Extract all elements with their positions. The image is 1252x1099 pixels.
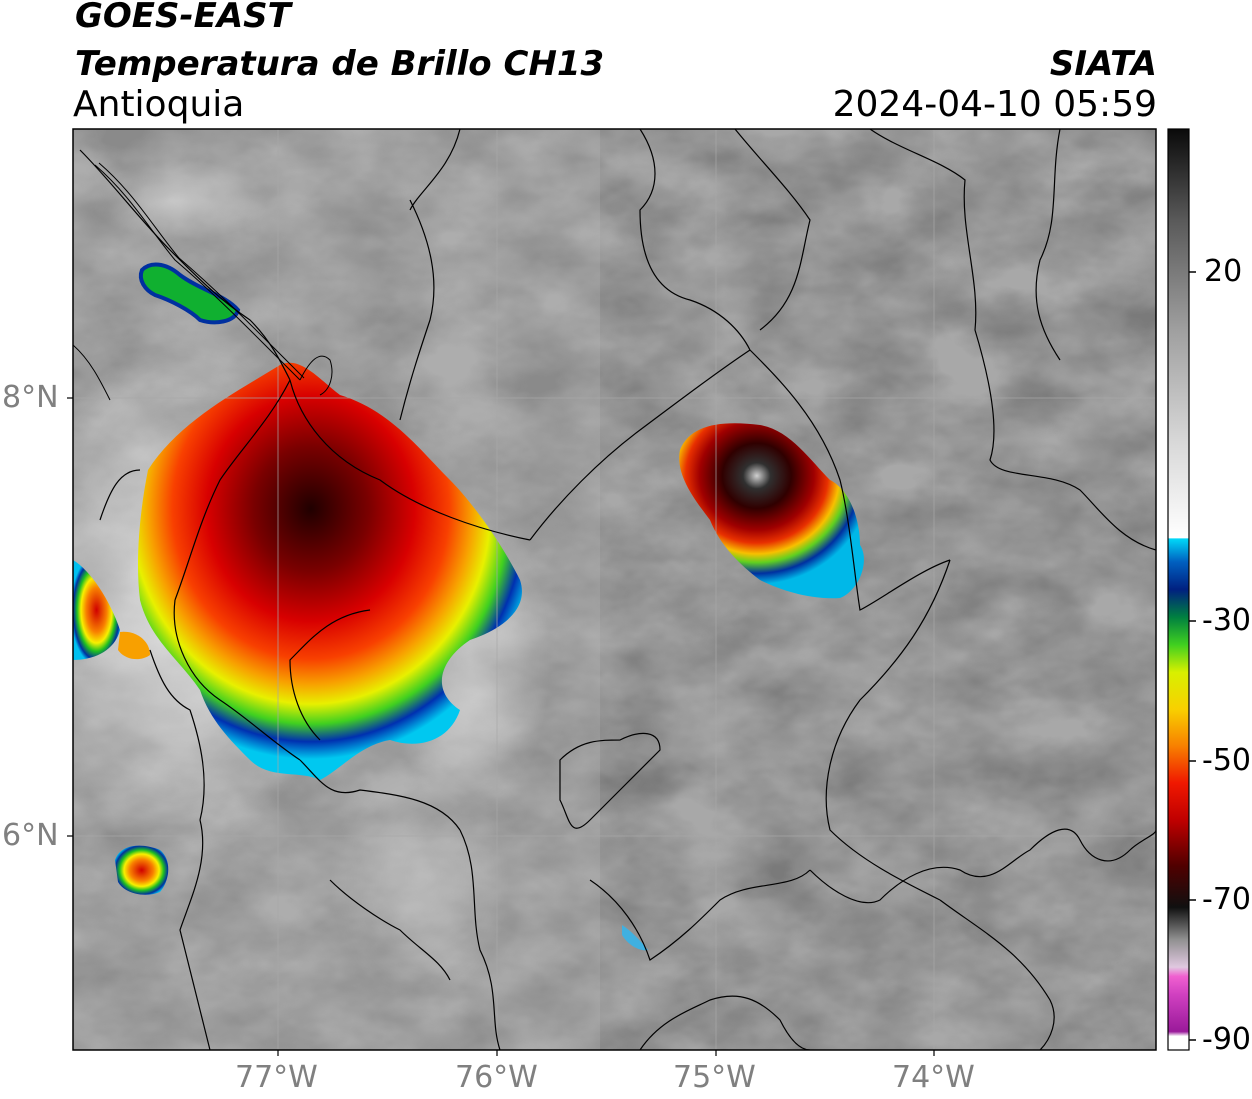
lat-tick-6n: 6°N [2, 818, 59, 853]
lat-tick-8n: 8°N [2, 380, 59, 415]
colorbar-label-minus30: -30 [1202, 603, 1251, 638]
colorbar-label-minus50: -50 [1202, 743, 1251, 778]
storm-east [679, 423, 864, 599]
coastline [73, 162, 333, 401]
colorbar-ticks [1189, 271, 1196, 1041]
storm-west [137, 362, 522, 780]
colorbar-label-minus70: -70 [1202, 882, 1251, 917]
product-title: Temperatura de Brillo CH13 [75, 44, 605, 84]
agency-title: SIATA [1049, 44, 1157, 84]
map-area [73, 129, 1156, 1050]
colorbar [1168, 129, 1189, 1050]
storm-small-northwest [138, 262, 241, 325]
lon-tick-77w: 77°W [235, 1060, 318, 1095]
colorbar-label-20: 20 [1204, 254, 1243, 289]
lon-tick-76w: 76°W [455, 1060, 538, 1095]
colorbar-label-minus90: -90 [1202, 1022, 1251, 1057]
region-title: Antioquia [73, 84, 245, 125]
satellite-title: GOES-EAST [75, 0, 291, 36]
datetime-title: 2024-04-10 05:59 [832, 84, 1157, 125]
map-frame [72, 128, 1157, 1051]
lon-tick-75w: 75°W [673, 1060, 756, 1095]
storm-small-southwest [115, 845, 169, 895]
admin-boundaries [79, 129, 1156, 1050]
graticule [73, 129, 1156, 1050]
lon-tick-74w: 74°W [892, 1060, 975, 1095]
